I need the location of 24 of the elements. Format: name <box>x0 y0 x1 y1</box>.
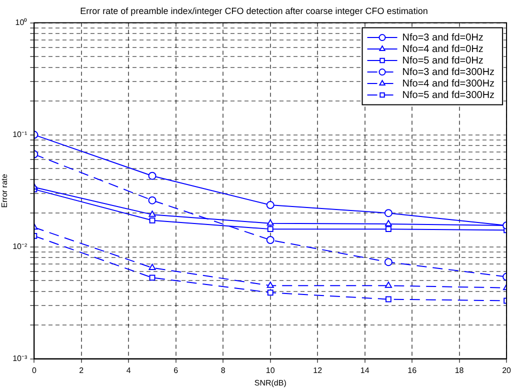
legend-label: Nfo=3 and fd=0Hz <box>402 32 484 44</box>
x-tick-label: 6 <box>174 366 179 375</box>
x-tick-label: 16 <box>408 366 418 375</box>
x-tick-label: 12 <box>313 366 323 375</box>
x-tick-label: 20 <box>502 366 512 375</box>
legend-label: Nfo=3 and fd=300Hz <box>402 66 495 78</box>
x-tick-label: 18 <box>454 366 464 375</box>
y-tick-label: 10⁻³ <box>12 354 28 364</box>
y-axis-title: Error rate <box>0 173 10 208</box>
x-tick-label: 10 <box>266 366 276 375</box>
x-tick-label: 0 <box>32 366 37 375</box>
y-tick-label: 10⁻¹ <box>12 130 28 140</box>
x-tick-label: 14 <box>360 366 370 375</box>
x-axis-title: SNR(dB) <box>254 378 287 388</box>
y-tick-label: 10⁻² <box>12 242 28 252</box>
legend-label: Nfo=4 and fd=300Hz <box>402 78 495 90</box>
x-tick-label: 4 <box>126 366 132 375</box>
x-tick-label: 2 <box>79 366 84 375</box>
x-tick-label: 8 <box>220 366 226 375</box>
legend-label: Nfo=4 and fd=0Hz <box>402 44 484 55</box>
chart-title: Error rate of preamble index/integer CFO detection after coarse integer CFO estimation <box>80 6 428 16</box>
y-tick-label: 10⁰ <box>15 18 28 28</box>
legend-label: Nfo=5 and fd=300Hz <box>402 90 495 101</box>
legend-label: Nfo=5 and fd=0Hz <box>402 55 484 66</box>
